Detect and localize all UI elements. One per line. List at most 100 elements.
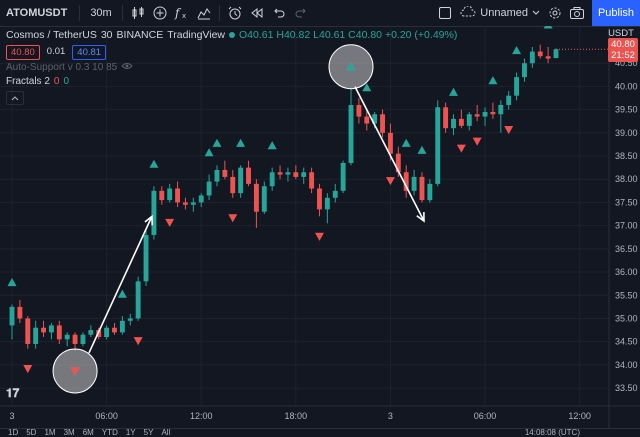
symbol-search-button[interactable]: ATOMUSDT — [6, 7, 68, 19]
fractal-down-marker — [385, 177, 395, 186]
alert-icon[interactable] — [224, 0, 246, 26]
fractal-down-marker — [23, 365, 33, 374]
fractal-down-marker — [70, 367, 80, 376]
candle — [309, 172, 315, 189]
undo-icon[interactable] — [268, 0, 290, 26]
interval-button[interactable]: 30m — [90, 7, 112, 19]
range-button-1y[interactable]: 1Y — [125, 428, 136, 437]
candle — [230, 176, 236, 194]
range-button-3m[interactable]: 3M — [63, 428, 75, 437]
eye-icon[interactable] — [121, 62, 133, 73]
price-chart[interactable]: 33.50 34.00 34.50 35.00 35.50 36.00 36.50 37.00… — [0, 26, 640, 428]
candle — [135, 281, 141, 319]
candle — [529, 51, 535, 64]
price-tick-label: 35.00 — [615, 313, 638, 323]
price-tick-label: 33.50 — [615, 383, 638, 393]
tradingview-logo[interactable]: 𝟏𝟕 — [6, 386, 20, 400]
fractal-down-marker — [228, 214, 238, 223]
replay-icon[interactable] — [246, 0, 268, 26]
candle — [56, 325, 62, 340]
camera-icon[interactable] — [566, 0, 588, 26]
price-tick-label: 34.00 — [615, 360, 638, 370]
legend-source: TradingView — [167, 29, 225, 41]
candle — [222, 169, 228, 177]
price-tick-label: 39.50 — [615, 105, 638, 115]
add-icon[interactable] — [149, 0, 171, 26]
range-button-all[interactable]: All — [161, 428, 171, 437]
fractal-down-marker — [456, 144, 466, 153]
fractal-up-marker — [7, 278, 17, 287]
indicator-fractals[interactable]: Fractals 2 0 0 — [6, 76, 69, 87]
sell-price-tag[interactable]: 40.80 — [6, 45, 40, 60]
range-button-5d[interactable]: 5D — [26, 428, 37, 437]
time-tick-label: 06:00 — [474, 411, 497, 421]
price-tick-label: 37.50 — [615, 197, 638, 207]
candle — [88, 330, 94, 335]
legend-ohlc: O40.61 H40.82 L40.61 C40.80 +0.20 (+0.49… — [239, 29, 458, 41]
legend-pair[interactable]: Cosmos / TetherUS — [6, 29, 97, 41]
collapse-legend-button[interactable] — [6, 91, 24, 105]
price-tick-label: 37.00 — [615, 221, 638, 231]
candle — [443, 107, 449, 129]
layout-menu[interactable]: Unnamed — [456, 5, 544, 21]
candle — [246, 167, 251, 184]
cloud-icon — [460, 5, 476, 21]
chevron-up-icon — [11, 95, 19, 100]
fractal-up-marker — [417, 145, 427, 154]
fractal-up-marker — [449, 87, 459, 96]
candle — [277, 172, 283, 175]
annotation-arrow-head — [416, 212, 425, 223]
fractal-up-marker — [488, 76, 498, 85]
candle — [253, 183, 259, 212]
price-tick-label: 36.00 — [615, 267, 638, 277]
legend-interval: 30 — [100, 29, 113, 41]
indicator-auto-support-label: Auto-Support v 0.3 10 85 — [6, 62, 118, 73]
candles-icon[interactable] — [127, 0, 149, 26]
buy-price-tag[interactable]: 40.81 — [72, 45, 107, 60]
candle — [419, 176, 425, 201]
annotation-arrow — [88, 216, 153, 354]
candle — [33, 327, 39, 344]
candle — [72, 334, 78, 344]
range-button-5y[interactable]: 5Y — [143, 428, 154, 437]
candle — [435, 107, 441, 184]
price-tick-label: 39.00 — [615, 128, 638, 138]
indicator-auto-support[interactable]: Auto-Support v 0.3 10 85 — [6, 62, 133, 73]
candle — [206, 181, 212, 196]
chevron-down-icon — [532, 7, 540, 19]
candle — [522, 63, 527, 78]
publish-button[interactable]: Publish — [592, 0, 640, 26]
indicator-fractals-label: Fractals 2 — [6, 76, 50, 87]
price-tick-label: 38.00 — [615, 174, 638, 184]
candle — [167, 188, 173, 201]
fractal-up-marker — [362, 83, 372, 92]
templates-icon[interactable] — [193, 0, 215, 26]
redo-icon[interactable] — [290, 0, 312, 26]
price-tick-label: 35.50 — [615, 290, 638, 300]
candle — [25, 318, 31, 344]
candle — [387, 132, 393, 154]
candle — [451, 118, 456, 129]
candle — [395, 153, 401, 173]
svg-text:x: x — [182, 12, 186, 20]
fullscreen-icon[interactable] — [434, 0, 456, 26]
candle — [175, 188, 181, 203]
time-tick-label: 12:00 — [190, 411, 213, 421]
toolbar-divider — [218, 5, 220, 21]
candle — [506, 95, 512, 105]
candle — [285, 172, 291, 175]
range-button-1m[interactable]: 1M — [44, 428, 56, 437]
range-button-1d[interactable]: 1D — [8, 428, 19, 437]
candle — [104, 327, 110, 338]
last-price-label: 40.80 21:52 — [608, 38, 638, 62]
candle — [301, 172, 307, 177]
settings-icon[interactable] — [544, 0, 566, 26]
candle — [198, 195, 204, 203]
time-tick-label: 3 — [388, 411, 393, 421]
price-axis-currency: USDT — [608, 28, 634, 39]
range-button-ytd[interactable]: YTD — [101, 428, 118, 437]
clock-time: 14:08:08 (UTC) — [524, 428, 580, 437]
range-button-6m[interactable]: 6M — [82, 428, 94, 437]
